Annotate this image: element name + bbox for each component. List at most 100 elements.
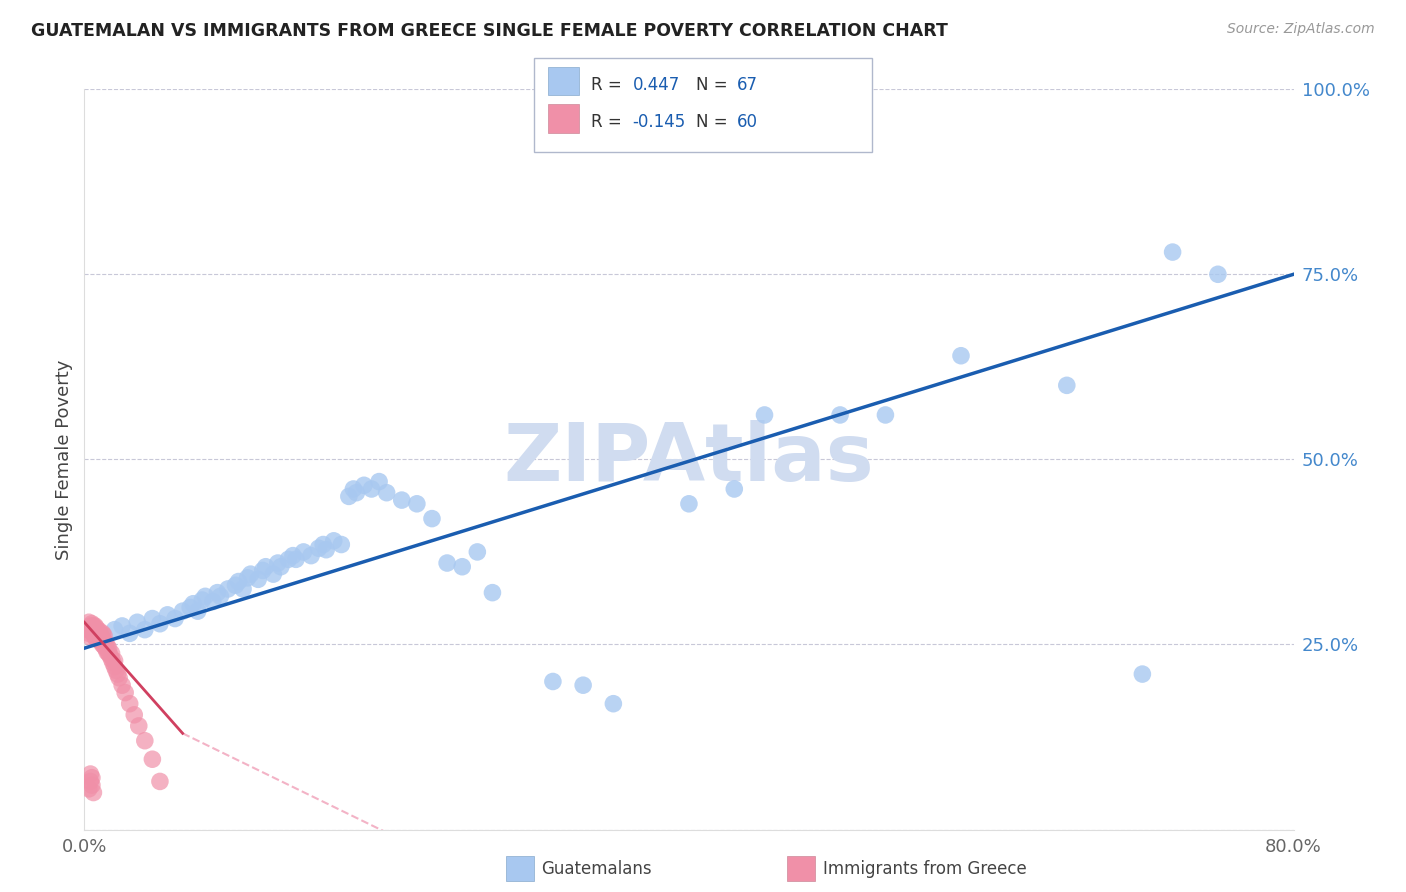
Point (342, 482, 364, 496)
Point (368, 475, 391, 489)
Point (84, 619, 107, 633)
Point (79, 774, 101, 789)
Point (247, 572, 270, 586)
Point (315, 542, 337, 557)
Point (875, 408, 897, 422)
Point (107, 667, 129, 681)
Point (82, 626, 104, 640)
Point (118, 626, 141, 640)
Point (96, 639, 118, 653)
Point (104, 654, 127, 668)
Text: N =: N = (696, 113, 733, 131)
Point (194, 590, 217, 604)
Point (77, 615, 100, 630)
Text: -0.145: -0.145 (633, 113, 686, 131)
Point (191, 593, 214, 607)
Text: R =: R = (591, 76, 627, 94)
Point (723, 482, 745, 496)
Point (228, 574, 250, 589)
Point (91, 637, 114, 651)
Point (97, 641, 120, 656)
Point (337, 489, 360, 503)
Point (100, 646, 122, 660)
Point (100, 652, 122, 666)
Point (118, 697, 141, 711)
Point (179, 600, 201, 615)
Point (950, 349, 973, 363)
Point (82, 623, 104, 637)
Point (79, 630, 101, 644)
Point (87, 630, 110, 644)
Point (134, 623, 156, 637)
Point (262, 567, 284, 582)
Point (91, 626, 114, 640)
Point (87, 624, 110, 639)
Point (181, 597, 204, 611)
Point (82, 619, 104, 633)
Point (141, 752, 163, 766)
Text: Source: ZipAtlas.com: Source: ZipAtlas.com (1227, 22, 1375, 37)
Point (86, 626, 108, 640)
Point (375, 485, 398, 500)
Point (217, 582, 239, 596)
Point (330, 537, 353, 551)
Text: 67: 67 (737, 76, 758, 94)
Point (84, 630, 107, 644)
Point (101, 656, 124, 670)
Point (89, 629, 111, 643)
Point (91, 632, 114, 646)
Point (420, 511, 443, 525)
Point (79, 619, 101, 633)
Point (128, 719, 150, 733)
Point (252, 564, 274, 578)
Point (467, 545, 489, 559)
Text: Immigrants from Greece: Immigrants from Greece (823, 860, 1026, 878)
Point (232, 582, 254, 596)
Text: 60: 60 (737, 113, 758, 131)
Point (165, 611, 187, 625)
Point (172, 604, 194, 618)
Text: Guatemalans: Guatemalans (541, 860, 652, 878)
Point (86, 621, 108, 635)
Point (236, 571, 259, 585)
Text: N =: N = (696, 76, 733, 94)
Point (104, 659, 127, 673)
Point (84, 624, 107, 639)
Point (678, 497, 700, 511)
Point (122, 707, 145, 722)
Point (346, 485, 368, 500)
Point (277, 552, 299, 566)
Point (353, 478, 375, 492)
Text: GUATEMALAN VS IMMIGRANTS FROM GREECE SINGLE FEMALE POVERTY CORRELATION CHART: GUATEMALAN VS IMMIGRANTS FROM GREECE SIN… (31, 22, 948, 40)
Point (1130, 667, 1153, 681)
Point (111, 678, 134, 692)
Point (149, 774, 172, 789)
Point (93, 639, 115, 653)
Point (114, 685, 136, 699)
Point (76, 623, 98, 637)
Point (127, 615, 149, 630)
Point (1161, 245, 1184, 260)
Point (89, 630, 111, 644)
Point (149, 616, 172, 631)
Point (89, 633, 111, 648)
Point (406, 497, 429, 511)
Point (225, 578, 247, 592)
Point (207, 585, 229, 599)
Point (111, 619, 134, 633)
Point (292, 545, 315, 559)
Point (1056, 378, 1078, 392)
Point (80, 621, 103, 635)
Point (90, 633, 112, 648)
Point (94, 641, 117, 656)
Point (77, 781, 100, 796)
Point (80, 778, 103, 792)
Point (254, 559, 277, 574)
Point (108, 671, 131, 685)
Point (79, 767, 101, 781)
Point (90, 629, 112, 643)
Point (308, 541, 330, 556)
Point (93, 633, 115, 648)
Point (391, 493, 413, 508)
Text: 0.447: 0.447 (633, 76, 681, 94)
